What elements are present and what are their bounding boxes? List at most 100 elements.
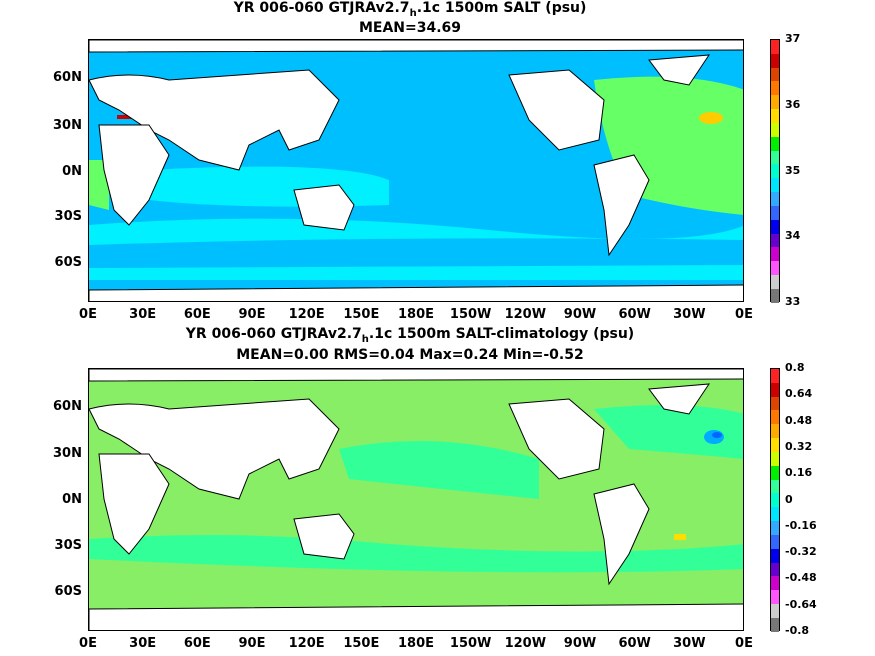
panel1-colorbar-label: 35 <box>785 163 801 177</box>
panel2-southern-band <box>89 535 743 573</box>
panel2-colorbar-swatch <box>771 479 779 494</box>
panel1-tropical-band <box>149 166 389 207</box>
panel1-map <box>88 39 744 302</box>
panel1-land <box>89 40 743 301</box>
panel1-xtick: 30E <box>129 307 157 322</box>
panel2-colorbar-swatch <box>771 493 779 508</box>
panel1-svg <box>89 40 743 301</box>
panel1-xtick: 60W <box>618 307 651 322</box>
panel1-title-sub: h <box>409 7 417 19</box>
panel2-colorbar-label: -0.64 <box>785 597 817 611</box>
panel2-colorbar-swatch <box>771 590 779 605</box>
panel1-ytick-60n: 60N <box>53 70 82 85</box>
panel1-xtick: 150E <box>343 307 380 322</box>
panel2-map <box>88 368 744 631</box>
panel1-colorbar-swatch <box>771 67 779 82</box>
panel1-title-post: .1c 1500m SALT (psu) <box>416 0 587 16</box>
panel2-colorbar-swatch <box>771 604 779 618</box>
panel1-colorbar-swatch <box>771 261 779 276</box>
panel2-colorbar-label: 0 <box>785 492 793 506</box>
panel2-colorbar-swatch <box>771 424 779 439</box>
panel2-xtick: 90E <box>238 636 266 651</box>
panel1-colorbar-swatch <box>771 150 779 165</box>
panel2-colorbar-label: -0.48 <box>785 571 817 585</box>
panel2-title-pre: YR 006-060 GTJRAv2.7 <box>185 326 362 342</box>
panel2-colorbar-label: 0.48 <box>785 413 813 427</box>
panel2-title: YR 006-060 GTJRAv2.7h.1c 1500m SALT-clim… <box>0 326 820 348</box>
panel2-ytick-30s: 30S <box>54 538 82 553</box>
panel1-colorbar <box>770 39 780 303</box>
panel2-colorbar-swatch <box>771 521 779 535</box>
panel1-title-pre: YR 006-060 GTJRAv2.7 <box>233 0 410 16</box>
panel2-colorbar-swatch <box>771 548 779 563</box>
panel1-xtick: 30W <box>673 307 706 322</box>
panel1-colorbar-label: 36 <box>785 97 801 111</box>
panel2-colorbar-label: 0.16 <box>785 466 813 480</box>
panel1-xtick: 120W <box>504 307 547 322</box>
panel2-colorbar-swatch <box>771 438 779 452</box>
panel2-colorbar-swatch <box>771 576 779 591</box>
panel2-colorbar-label: 0.32 <box>785 439 813 453</box>
panel1-xtick: 0E <box>79 307 97 322</box>
panel2-subtitle: MEAN=0.00 RMS=0.04 Max=0.24 Min=-0.52 <box>236 347 584 363</box>
panel1-colorbar-swatch <box>771 205 779 220</box>
panel2-xtick: 180E <box>397 636 435 651</box>
panel2-xtick: 0E <box>79 636 97 651</box>
panel1-colorbar-label: 33 <box>785 295 801 308</box>
panel2-ytick-60s: 60S <box>54 584 82 599</box>
panel2-ytick-30n: 30N <box>53 446 82 461</box>
panel2-south-atlantic-anomaly <box>674 534 686 540</box>
panel2-colorbar-swatch <box>771 396 779 411</box>
panel1-xtick: 120E <box>288 307 325 322</box>
panel1-colorbar-swatch <box>771 122 779 137</box>
panel1-subtitle: MEAN=34.69 <box>358 20 462 36</box>
panel1-colorbar-label: 37 <box>785 32 801 45</box>
panel2-xtick: 60E <box>183 636 211 651</box>
panel2-xtick: 30W <box>673 636 706 651</box>
panel2-colorbar-swatch <box>771 617 779 632</box>
panel1-colorbar-swatch <box>771 95 779 110</box>
panel1-acc-band <box>89 238 743 268</box>
panel2-colorbar-label: 0.8 <box>785 361 805 374</box>
panel1-ytick-60s: 60S <box>54 255 82 270</box>
panel2-xtick: 150W <box>449 636 492 651</box>
panel2-xtick: 30E <box>129 636 157 651</box>
panel2-xtick: 90W <box>563 636 597 651</box>
panel1-colorbar-label: 34 <box>785 229 801 243</box>
panel1-xtick: 150W <box>449 307 492 322</box>
panel2-xtick: 120W <box>504 636 547 651</box>
panel2-colorbar-swatch <box>771 451 779 466</box>
panel1-colorbar-swatch <box>771 192 779 206</box>
panel1-title: YR 006-060 GTJRAv2.7h.1c 1500m SALT (psu… <box>0 0 820 22</box>
panel2-colorbar-label: -0.32 <box>785 545 817 559</box>
panel1-colorbar-swatch <box>771 247 779 262</box>
panel2-colorbar-swatch <box>771 410 779 425</box>
panel1-colorbar-swatch <box>771 81 779 96</box>
panel1-colorbar-swatch <box>771 288 779 303</box>
panel1-colorbar-swatch <box>771 219 779 234</box>
panel1-colorbar-swatch <box>771 178 779 193</box>
panel2-xtick: 60W <box>618 636 651 651</box>
panel1-ytick-30s: 30S <box>54 209 82 224</box>
panel2-atlantic <box>594 405 743 459</box>
panel2-land <box>89 369 743 630</box>
panel1-arabian <box>89 160 109 210</box>
panel1-xtick: 60E <box>183 307 211 322</box>
panel1-colorbar-swatch <box>771 53 779 68</box>
panel2-xtick: 150E <box>343 636 380 651</box>
panel1-ytick-0n: 0N <box>62 164 82 179</box>
panel2-colorbar-label: 0.64 <box>785 387 813 401</box>
panel1-colorbar-swatch <box>771 233 779 248</box>
panel1-xtick: 180E <box>397 307 435 322</box>
panel2-colorbar-swatch <box>771 534 779 549</box>
panel1-ytick-30n: 30N <box>53 118 82 133</box>
panel2-xtick: 0E <box>735 636 753 651</box>
panel2-xtick: 120E <box>288 636 325 651</box>
panel2-ytick-0n: 0N <box>62 492 82 507</box>
panel1-colorbar-swatch <box>771 275 779 289</box>
panel1-xtick: 90W <box>563 307 597 322</box>
panel2-pacific-band <box>339 441 539 499</box>
panel2-title-post: .1c 1500m SALT-climatology (psu) <box>368 326 635 342</box>
panel2-svg <box>89 369 743 630</box>
panel2-colorbar <box>770 368 780 632</box>
